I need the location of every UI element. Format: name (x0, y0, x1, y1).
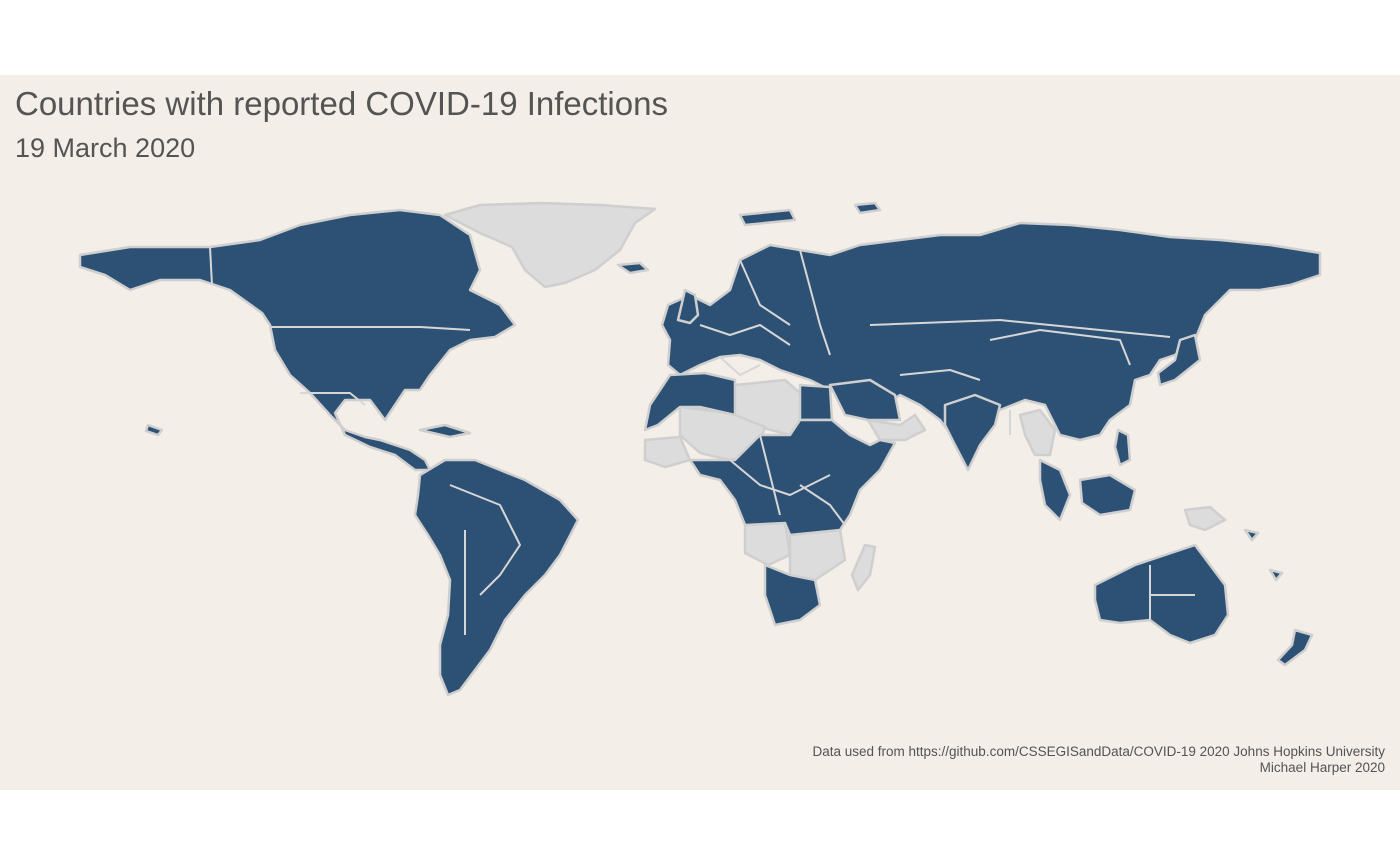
caption-author-line: Michael Harper 2020 (1259, 760, 1385, 775)
sahel-west (643, 435, 692, 469)
madagascar (850, 543, 877, 592)
indonesia (1078, 473, 1137, 517)
north-america (78, 208, 517, 472)
country-borders (209, 246, 1195, 635)
eurasia (660, 221, 1322, 467)
map-subtitle: 19 March 2020 (15, 133, 196, 163)
map-panel: Countries with reported COVID-19 Infecti… (0, 75, 1400, 790)
myanmar-laos (1018, 408, 1057, 457)
papua-new-guinea (1183, 505, 1227, 532)
small-islands (144, 201, 1284, 582)
southeast-asia (1038, 458, 1072, 522)
new-zealand (1276, 628, 1314, 667)
regions-not-infected (443, 201, 1227, 592)
map-title: Countries with reported COVID-19 Infecti… (15, 85, 668, 122)
caption-source-line: Data used from https://github.com/CSSEGI… (812, 744, 1385, 759)
central-africa (688, 418, 897, 537)
southern-africa (763, 563, 822, 627)
iceland (616, 261, 650, 275)
angola (743, 521, 792, 567)
zambia-mozambique (788, 528, 847, 582)
world-map (78, 201, 1322, 697)
philippines (1113, 428, 1132, 467)
middle-east (828, 378, 902, 422)
north-africa (643, 371, 737, 432)
egypt (798, 383, 834, 422)
india (943, 393, 1002, 472)
regions-infected (78, 208, 1322, 697)
caribbean (418, 423, 472, 439)
japan (1156, 333, 1202, 387)
data-source-caption: Data used from https://github.com/CSSEGI… (812, 744, 1385, 776)
united-kingdom (676, 288, 700, 325)
greenland (443, 201, 657, 289)
